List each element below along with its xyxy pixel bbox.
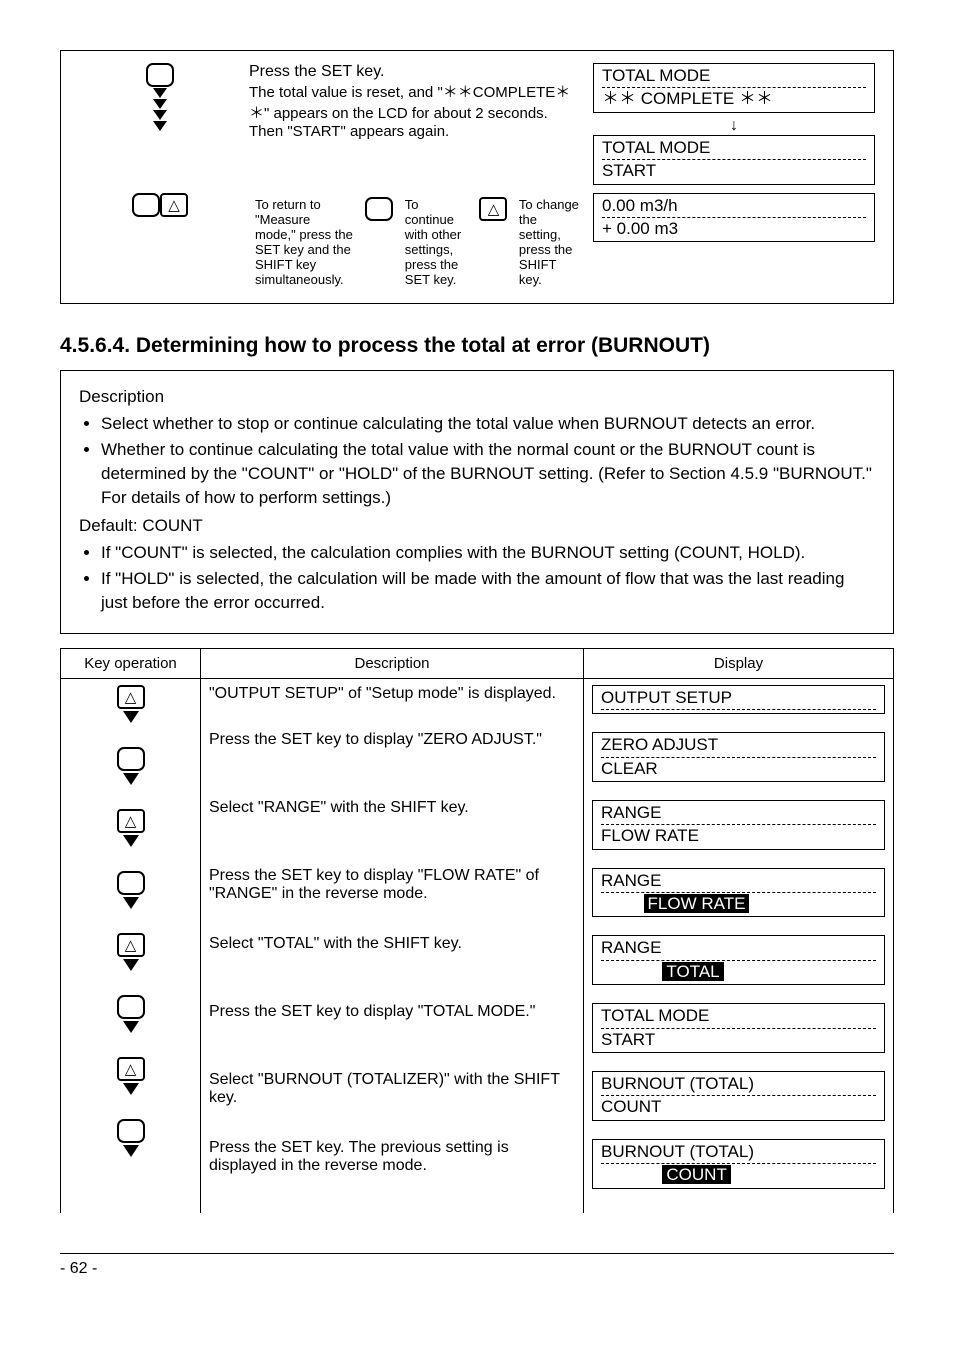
desc-bullet: If "HOLD" is selected, the calculation w… xyxy=(101,567,875,615)
step-desc: Press the SET key. The previous setting … xyxy=(209,1139,575,1207)
lcd-line2: CLEAR xyxy=(601,758,876,779)
down-arrow-icon xyxy=(123,897,139,909)
down-arrow-icon xyxy=(123,835,139,847)
lcd-line1: RANGE xyxy=(601,938,876,960)
lcd-line1: RANGE xyxy=(601,803,876,825)
lcd-inverse: TOTAL xyxy=(662,962,723,981)
step-desc: Press the SET key to display "FLOW RATE"… xyxy=(209,867,575,935)
lcd-display: ZERO ADJUST CLEAR xyxy=(592,732,885,782)
step-desc: Select "RANGE" with the SHIFT key. xyxy=(209,799,575,867)
set-key-icon xyxy=(117,1119,145,1143)
lcd-line2: TOTAL xyxy=(601,961,876,982)
col-header-key: Key operation xyxy=(61,648,201,678)
lcd-display: TOTAL MODE START xyxy=(592,1003,885,1053)
down-arrow-icon xyxy=(123,773,139,785)
note-mid: To continue with other settings, press t… xyxy=(401,195,472,289)
down-arrow-icon xyxy=(123,1145,139,1157)
page-number: - 62 - xyxy=(60,1260,97,1277)
lcd-line2: START xyxy=(602,160,866,181)
set-key-icon xyxy=(117,871,145,895)
shift-key-icon xyxy=(117,809,145,833)
lcd-line2 xyxy=(601,710,876,711)
lcd-line1: BURNOUT (TOTAL) xyxy=(601,1074,876,1096)
shift-key-icon xyxy=(160,193,188,217)
shift-key-icon xyxy=(117,1057,145,1081)
down-arrow-icon xyxy=(123,1083,139,1095)
lcd-display: RANGE FLOW RATE xyxy=(592,800,885,850)
lcd-line1: 0.00 m3/h xyxy=(602,196,866,218)
lcd-display: TOTAL MODE ＊＊ COMPLETE ＊＊ xyxy=(593,63,875,113)
lcd-line1: BURNOUT (TOTAL) xyxy=(601,1142,876,1164)
down-arrow-icon xyxy=(123,711,139,723)
desc-bullet: Select whether to stop or continue calcu… xyxy=(101,412,875,436)
lcd-line2: + 0.00 m3 xyxy=(602,218,866,239)
down-arrow-icon xyxy=(153,121,167,131)
lcd-display: 0.00 m3/h + 0.00 m3 xyxy=(593,193,875,243)
flow-table-top: Press the SET key. The total value is re… xyxy=(75,61,879,293)
lcd-display: RANGE FLOW RATE xyxy=(592,868,885,918)
down-arrow-icon xyxy=(153,110,167,120)
lcd-line2: COUNT xyxy=(601,1096,876,1117)
col-header-disp: Display xyxy=(584,648,894,678)
down-arrow-text: ↓ xyxy=(593,117,875,135)
shift-key-icon xyxy=(117,685,145,709)
footer-rule: - 62 - xyxy=(60,1253,894,1278)
set-key-icon xyxy=(117,747,145,771)
lcd-inverse: COUNT xyxy=(662,1165,730,1184)
lcd-line2: FLOW RATE xyxy=(601,893,876,914)
lcd-display: RANGE TOTAL xyxy=(592,935,885,985)
note-right: To change the setting, press the SHIFT k… xyxy=(515,195,583,289)
lcd-display: BURNOUT (TOTAL) COUNT xyxy=(592,1139,885,1189)
lcd-line2: ＊＊ COMPLETE ＊＊ xyxy=(602,88,866,109)
down-arrow-icon xyxy=(153,88,167,98)
shift-key-icon xyxy=(479,197,507,221)
lcd-line2: START xyxy=(601,1029,876,1050)
lcd-line1: ZERO ADJUST xyxy=(601,735,876,757)
lcd-line2: FLOW RATE xyxy=(601,825,876,846)
desc-lead: Description xyxy=(79,385,875,409)
set-key-icon xyxy=(132,193,160,217)
down-arrow-icon xyxy=(123,1021,139,1033)
col-header-desc: Description xyxy=(201,648,584,678)
note-left: To return to "Measure mode," press the S… xyxy=(251,195,358,289)
down-arrow-icon xyxy=(153,99,167,109)
default-value: COUNT xyxy=(142,516,202,535)
set-key-icon xyxy=(146,63,174,87)
procedure-table: Key operation Description Display xyxy=(60,648,894,1213)
shift-key-icon xyxy=(117,933,145,957)
desc-bullet: Whether to continue calculating the tota… xyxy=(101,438,875,509)
lcd-display: OUTPUT SETUP xyxy=(592,685,885,714)
step-desc: Press the SET key to display "ZERO ADJUS… xyxy=(209,731,575,799)
step-desc: "OUTPUT SETUP" of "Setup mode" is displa… xyxy=(209,685,575,731)
lcd-display: BURNOUT (TOTAL) COUNT xyxy=(592,1071,885,1121)
lcd-line1: TOTAL MODE xyxy=(602,138,866,160)
description-box: Description Select whether to stop or co… xyxy=(60,370,894,634)
step-desc: Press the SET key to display "TOTAL MODE… xyxy=(209,1003,575,1071)
desc-text: The total value is reset, and "＊＊COMPLET… xyxy=(249,81,585,140)
lcd-line1: TOTAL MODE xyxy=(602,66,866,88)
desc-bullet: If "COUNT" is selected, the calculation … xyxy=(101,541,875,565)
step-desc: Select "BURNOUT (TOTALIZER)" with the SH… xyxy=(209,1071,575,1139)
lcd-line1: RANGE xyxy=(601,871,876,893)
down-arrow-icon xyxy=(123,959,139,971)
top-continuation-box: Press the SET key. The total value is re… xyxy=(60,50,894,304)
set-key-icon xyxy=(365,197,393,221)
default-label: Default: xyxy=(79,516,138,535)
set-key-icon xyxy=(117,995,145,1019)
lcd-line2: COUNT xyxy=(601,1164,876,1185)
lcd-line1: OUTPUT SETUP xyxy=(601,688,876,710)
section-heading: 4.5.6.4. Determining how to process the … xyxy=(60,334,894,358)
desc-text: Press the SET key. xyxy=(249,63,585,81)
lcd-display: TOTAL MODE START xyxy=(593,135,875,185)
lcd-inverse: FLOW RATE xyxy=(644,894,750,913)
lcd-line1: TOTAL MODE xyxy=(601,1006,876,1028)
step-desc: Select "TOTAL" with the SHIFT key. xyxy=(209,935,575,1003)
